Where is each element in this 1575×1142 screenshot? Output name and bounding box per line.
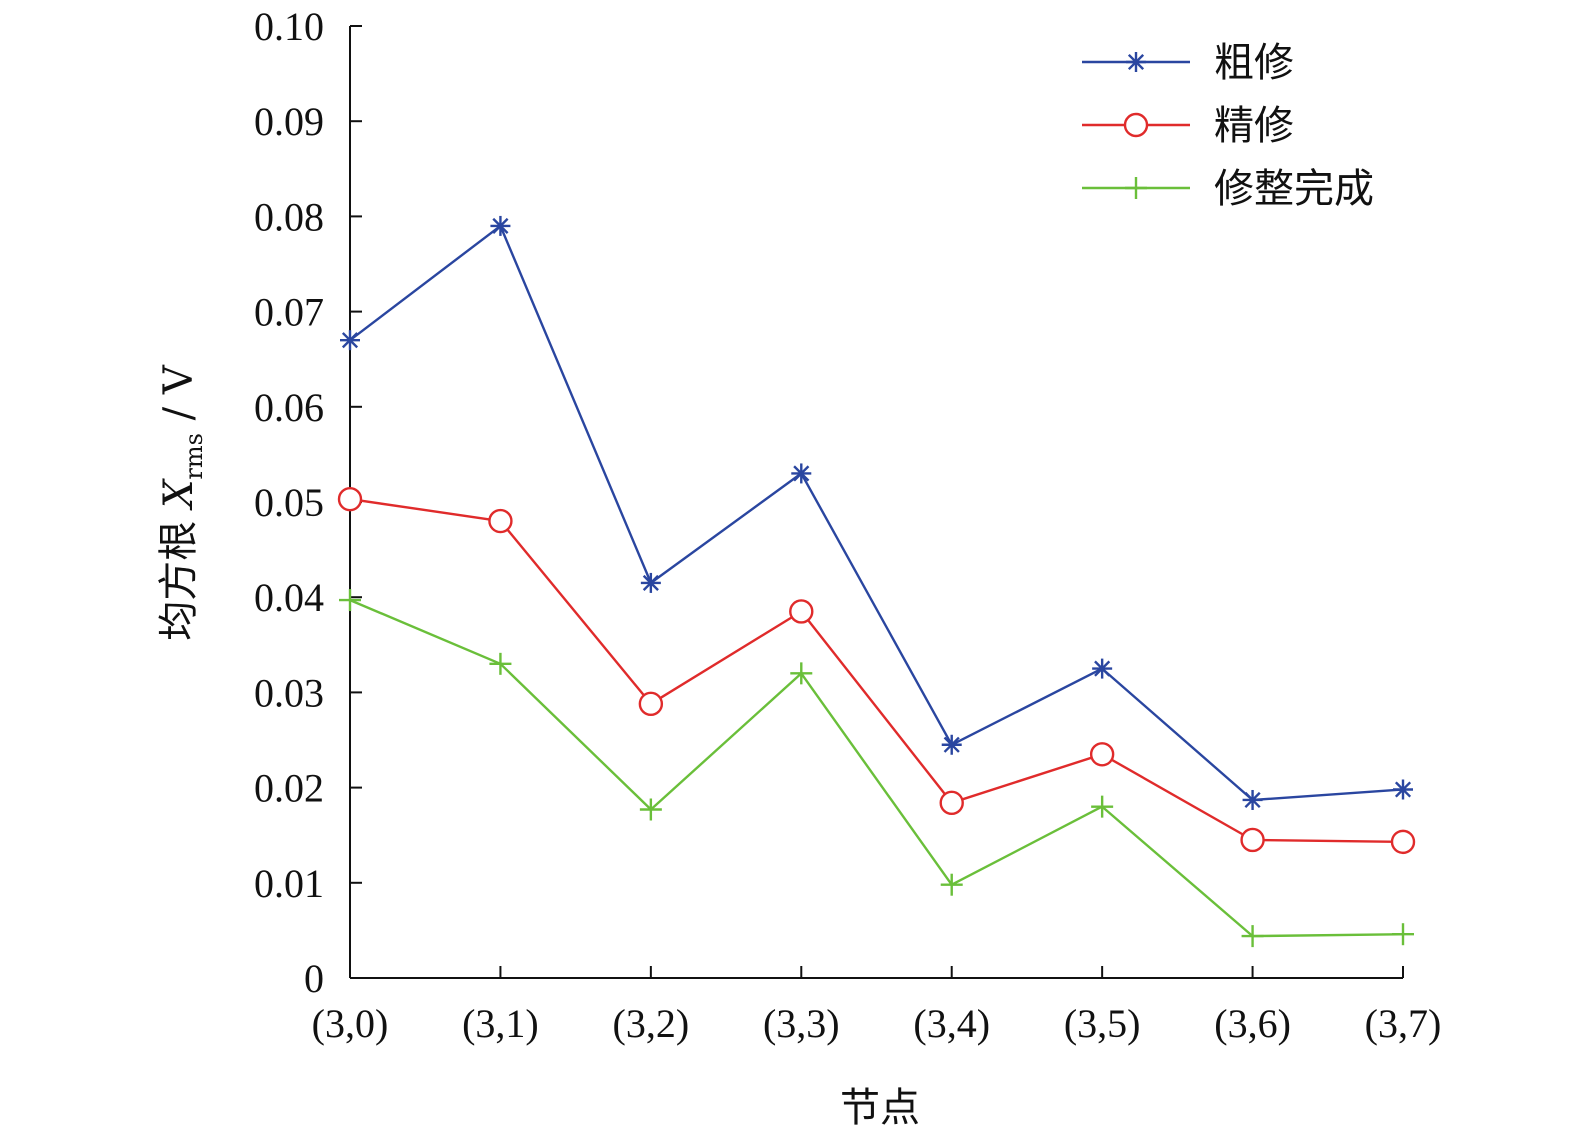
legend-label: 粗修 (1214, 40, 1294, 86)
legend-label: 精修 (1214, 103, 1294, 149)
y-tick-label: 0.03 (254, 670, 324, 715)
data-point (490, 215, 511, 236)
data-point (790, 662, 813, 685)
data-point (340, 330, 360, 351)
data-point (1390, 829, 1416, 855)
data-point (640, 572, 661, 593)
data-point (1393, 779, 1413, 800)
data-point (789, 599, 814, 624)
data-point (639, 798, 662, 821)
y-tick-label: 0 (304, 956, 324, 1001)
x-tick-label: (3,3) (763, 1001, 840, 1046)
data-point (941, 734, 962, 755)
data-point (339, 589, 361, 612)
x-tick-label: (3,4) (913, 1001, 990, 1046)
y-axis-title: 均方根 Xrms / V (156, 364, 208, 641)
y-tick-label: 0.02 (254, 766, 324, 811)
y-tick-label: 0.08 (254, 194, 324, 239)
series-layer (337, 215, 1416, 948)
data-point (939, 790, 964, 816)
x-tick-label: (3,0) (312, 1001, 389, 1046)
x-ticks: (3,0) (3,1) (3,2) (3,3) (3,4) (3,5) (3,6) (3,7) (312, 966, 1442, 1046)
x-axis-title: 节点 (840, 1085, 920, 1131)
data-point (1092, 658, 1113, 679)
data-point (638, 691, 664, 717)
data-point (488, 508, 513, 534)
data-point (1089, 742, 1115, 767)
data-point (1392, 923, 1414, 946)
legend-item: 精修 (1082, 103, 1294, 149)
data-point (791, 463, 812, 484)
legend-item: 粗修 (1082, 40, 1294, 86)
x-tick-label: (3,6) (1214, 1001, 1291, 1046)
y-axis-title-unit: / V (156, 364, 202, 433)
y-tick-label: 0.04 (254, 575, 324, 620)
series-2 (337, 486, 1416, 855)
data-point (1241, 925, 1264, 948)
y-tick-label: 0.10 (254, 4, 324, 49)
legend-marker (1123, 112, 1149, 138)
series-line (349, 224, 1404, 802)
y-axis-title-symbol: X (156, 478, 202, 511)
x-tick-label: (3,7) (1365, 1001, 1442, 1046)
y-tick-label: 0.05 (254, 480, 324, 525)
series-3 (339, 589, 1414, 948)
y-tick-label: 0.09 (254, 99, 324, 144)
y-tick-label: 0.07 (254, 290, 324, 335)
legend-label: 修整完成 (1214, 166, 1374, 212)
legend-marker (1126, 52, 1146, 72)
data-point (940, 873, 963, 896)
data-point (337, 486, 363, 512)
series-line (349, 598, 1404, 938)
legend-marker (1125, 177, 1147, 199)
y-axis-title-main: 均方根 (156, 508, 202, 641)
series-line (349, 497, 1404, 844)
y-axis-title-subscript: rms (180, 433, 208, 480)
data-point (489, 652, 512, 675)
y-tick-label: 0.06 (254, 385, 324, 430)
legend-item: 修整完成 (1082, 166, 1374, 212)
data-point (1242, 789, 1263, 810)
x-tick-label: (3,1) (462, 1001, 539, 1046)
x-tick-label: (3,2) (613, 1001, 690, 1046)
series-1 (340, 215, 1413, 810)
data-point (1091, 795, 1114, 818)
x-tick-label: (3,5) (1064, 1001, 1141, 1046)
data-point (1240, 827, 1265, 853)
y-tick-label: 0.01 (254, 861, 324, 906)
y-ticks: 0 0.01 0.02 0.03 0.04 0.05 0.06 0.07 0.08 0.09 0.1… (254, 4, 362, 1001)
